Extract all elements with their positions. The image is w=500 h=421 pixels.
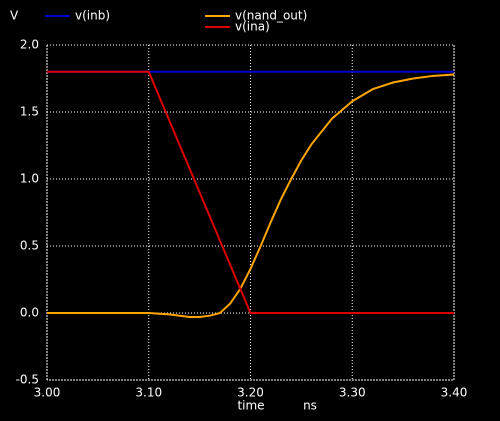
- x-axis-unit: ns: [303, 399, 317, 413]
- y-axis-label: V: [10, 9, 19, 23]
- series-line: [47, 70, 454, 314]
- y-tick-label: -0.5: [16, 373, 39, 387]
- legend-label: v(ina): [235, 20, 270, 34]
- y-tick-label: 1.5: [20, 105, 39, 119]
- y-tick-label: 1.0: [20, 172, 39, 186]
- y-tick-label: 0.5: [20, 239, 39, 253]
- x-tick-label: 3.20: [237, 386, 264, 400]
- y-tick-label: 0.0: [20, 306, 39, 320]
- y-tick-label: 2.0: [20, 38, 39, 52]
- legend-label: v(inb): [75, 9, 110, 23]
- legend-label: v(nand_out): [235, 9, 307, 23]
- x-tick-label: 3.30: [339, 386, 366, 400]
- x-axis-label: time: [237, 399, 264, 413]
- x-tick-label: 3.10: [135, 386, 162, 400]
- x-tick-label: 3.40: [441, 386, 468, 400]
- series-line: [47, 73, 455, 319]
- x-tick-label: 3.00: [34, 386, 61, 400]
- plot-frame: [46, 44, 455, 381]
